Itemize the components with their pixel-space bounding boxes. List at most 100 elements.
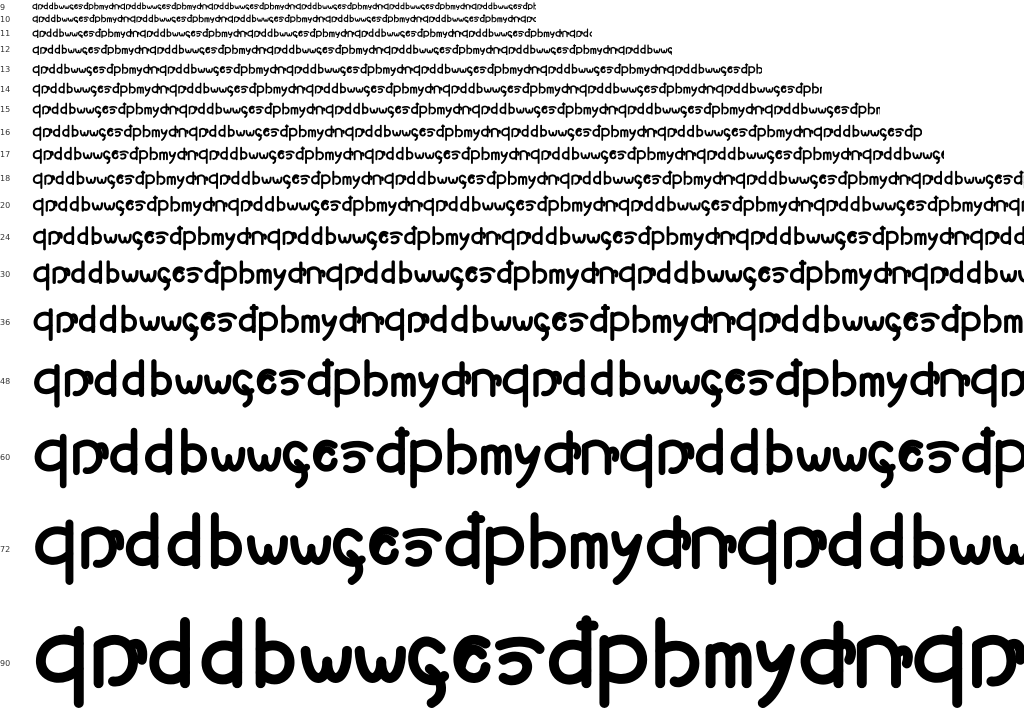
glyph (73, 16, 79, 23)
glyph (196, 2, 203, 10)
glyph (410, 199, 423, 212)
glyph (335, 44, 342, 55)
glyph (395, 2, 400, 10)
glyph (705, 67, 713, 74)
glyph (301, 314, 320, 334)
glyph (913, 512, 945, 570)
glyph (513, 85, 522, 94)
glyph (103, 233, 118, 244)
glyph (340, 28, 348, 38)
glyph (151, 66, 160, 74)
glyph (385, 82, 394, 94)
glyph (873, 150, 884, 161)
glyph (240, 14, 245, 23)
glyph (599, 266, 619, 285)
specimen-row-10: 10 (0, 13, 1024, 23)
glyph (548, 199, 560, 217)
glyph (426, 128, 436, 137)
glyph (361, 311, 385, 334)
glyph (519, 150, 531, 161)
glyph (903, 311, 919, 331)
glyph (70, 67, 79, 74)
glyph (537, 195, 549, 212)
glyph (1021, 200, 1024, 212)
glyph (455, 4, 460, 10)
tengwar-glyph-row (33, 303, 1023, 341)
glyph (899, 174, 911, 186)
glyph (919, 312, 940, 332)
glyph (741, 63, 749, 74)
glyph (851, 150, 863, 161)
glyph (345, 126, 354, 141)
glyph (139, 29, 146, 38)
glyph (240, 146, 248, 161)
glyph (856, 634, 913, 689)
glyph (221, 266, 238, 291)
glyph (886, 371, 908, 408)
glyph (64, 63, 70, 74)
glyph (152, 5, 158, 9)
glyph (129, 67, 136, 74)
glyph (501, 126, 510, 141)
glyph (859, 372, 885, 398)
glyph (106, 17, 112, 23)
glyph (613, 82, 620, 94)
glyph (608, 105, 619, 115)
size-label: 9 (0, 3, 6, 12)
glyph (983, 196, 996, 212)
glyph (429, 63, 436, 74)
glyph (472, 195, 481, 212)
glyph (650, 85, 659, 94)
glyph (657, 151, 666, 161)
glyph (184, 48, 192, 54)
glyph (109, 105, 118, 115)
specimen-row-48: 48 (0, 356, 1024, 414)
glyph (540, 124, 548, 138)
glyph (490, 127, 501, 138)
glyph (224, 2, 229, 10)
glyph (307, 2, 312, 10)
glyph (334, 151, 342, 164)
glyph-sample (32, 124, 922, 141)
glyph (655, 617, 700, 689)
glyph (121, 269, 139, 283)
size-label: 30 (0, 270, 11, 279)
glyph (570, 532, 608, 570)
glyph (625, 46, 633, 55)
glyph (110, 427, 138, 476)
glyph (88, 4, 94, 10)
glyph (321, 174, 331, 189)
glyph (434, 150, 443, 164)
glyph (135, 170, 146, 186)
glyph (426, 48, 434, 54)
glyph (241, 170, 250, 186)
glyph (445, 2, 451, 10)
glyph (204, 374, 232, 395)
glyph (735, 172, 746, 189)
glyph (73, 87, 82, 93)
glyph (340, 82, 347, 94)
glyph (117, 14, 124, 23)
tengwar-glyph-row (32, 82, 822, 97)
glyph (166, 28, 172, 38)
glyph (799, 176, 810, 184)
glyph (94, 359, 117, 398)
glyph (658, 439, 695, 476)
glyph (507, 85, 514, 93)
glyph (530, 512, 566, 570)
glyph (125, 512, 159, 570)
glyph (538, 82, 546, 94)
glyph (146, 5, 152, 9)
glyph (848, 174, 858, 189)
glyph (34, 363, 60, 408)
glyph (387, 105, 395, 118)
glyph (972, 634, 1024, 689)
glyph (374, 124, 382, 138)
glyph (240, 30, 248, 38)
glyph (272, 176, 283, 184)
glyph (548, 174, 560, 186)
glyph (691, 526, 737, 570)
glyph (800, 620, 856, 689)
glyph (79, 129, 89, 137)
glyph (183, 230, 197, 251)
